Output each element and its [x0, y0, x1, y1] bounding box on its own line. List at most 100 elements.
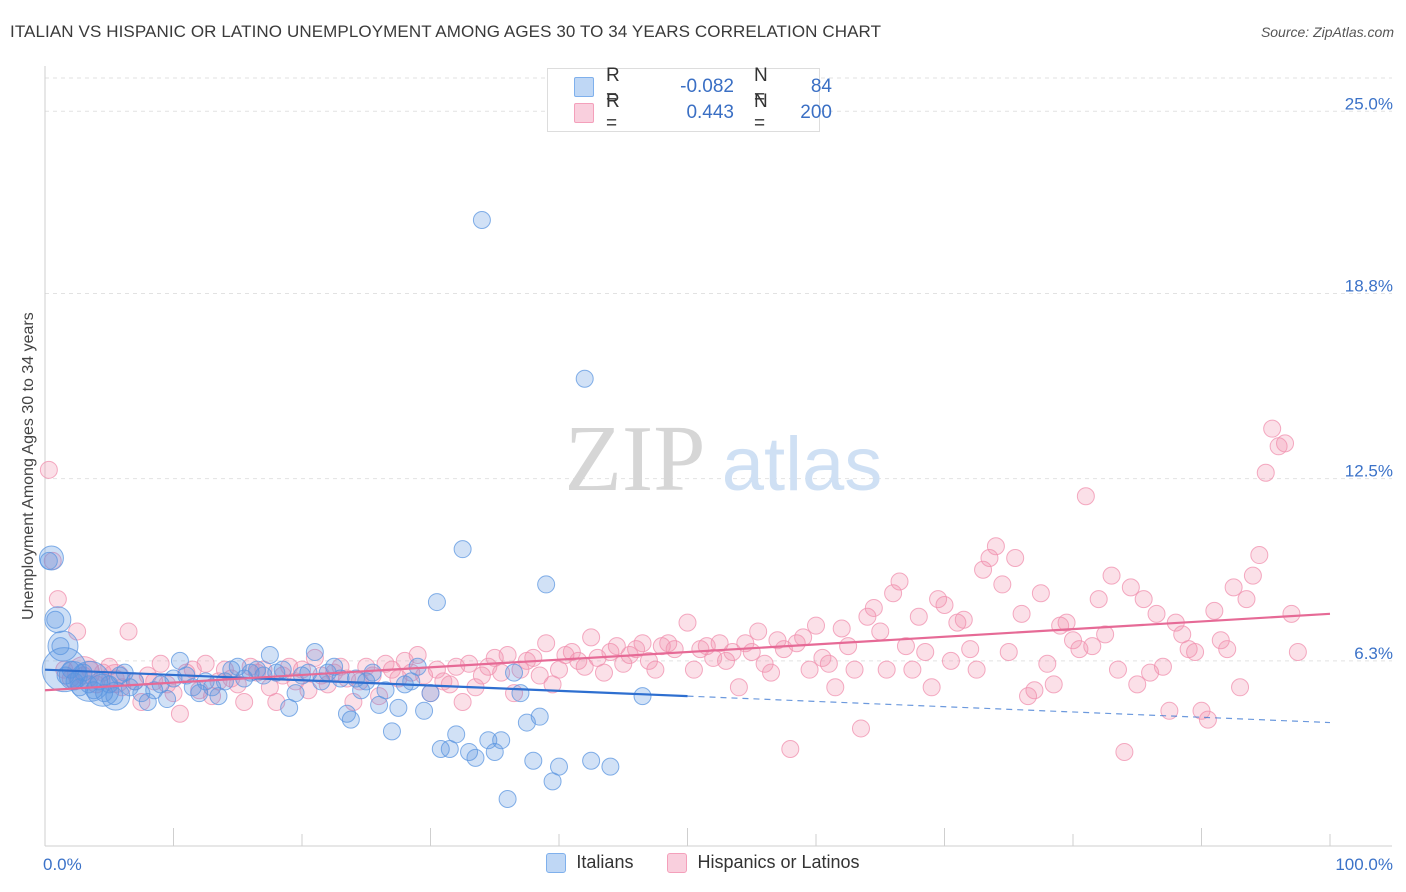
hispanic-point — [922, 678, 941, 697]
hispanic-point — [974, 560, 993, 579]
axes — [44, 66, 1392, 847]
italian-point — [325, 657, 344, 676]
italian-point — [421, 684, 440, 703]
italian-point — [341, 710, 360, 729]
italian-point — [46, 610, 65, 629]
hispanic-point — [819, 654, 838, 673]
r-label: R = — [606, 91, 620, 134]
legend-swatch-hispanics — [667, 852, 688, 873]
hispanic-point — [851, 719, 870, 738]
hispanic-point — [235, 692, 254, 711]
hispanic-point — [1186, 643, 1205, 662]
hispanic-point — [1211, 631, 1230, 650]
hispanic-point — [1198, 710, 1217, 729]
r-value-italians: -0.082 — [680, 76, 734, 97]
hispanic-point — [858, 607, 877, 626]
italian-point — [305, 643, 324, 662]
hispanic-point — [498, 645, 517, 664]
hispanic-point — [1096, 625, 1115, 644]
hispanic-point — [607, 637, 626, 656]
hispanic-point — [427, 660, 446, 679]
italian-point — [453, 540, 472, 559]
hispanic-point — [48, 590, 67, 609]
hispanic-point — [903, 660, 922, 679]
hispanic-point — [594, 663, 613, 682]
hispanic-point — [39, 460, 58, 479]
hispanic-point — [768, 631, 787, 650]
hispanic-point — [1288, 643, 1307, 662]
legend-swatch-italians — [546, 852, 567, 873]
hispanic-point — [864, 598, 883, 617]
n-value-hispanics: 200 — [800, 102, 832, 123]
gridlines — [45, 77, 1392, 662]
italian-point — [389, 698, 408, 717]
italian-point — [260, 645, 279, 664]
italian-point — [58, 661, 88, 691]
x-tick-label: 100.0% — [1335, 855, 1393, 874]
italian-point — [382, 722, 401, 741]
hispanic-point — [1237, 590, 1256, 609]
italian-point — [582, 751, 601, 770]
y-tick-label: 6.3% — [1354, 644, 1393, 663]
italian-point — [485, 742, 504, 761]
legend-item-hispanics[interactable]: Hispanics or Latinos — [667, 852, 860, 873]
hispanic-point — [845, 660, 864, 679]
hispanic-point — [1102, 566, 1121, 585]
hispanic-point — [1038, 654, 1057, 673]
hispanic-point — [1128, 675, 1147, 694]
hispanic-point — [781, 740, 800, 759]
hispanic-point — [196, 654, 215, 673]
hispanic-point — [1076, 487, 1095, 506]
n-value-italians: 84 — [810, 76, 832, 97]
source-credit: Source: ZipAtlas.com — [1260, 24, 1394, 40]
hispanic-point — [1044, 675, 1063, 694]
italian-point — [492, 731, 511, 750]
italian-point — [44, 606, 72, 634]
italian-point — [47, 630, 79, 662]
hispanic-point — [472, 666, 491, 685]
hispanic-point — [755, 654, 774, 673]
hispanic-point — [916, 643, 935, 662]
hispanic-point — [826, 678, 845, 697]
hispanic-point — [684, 660, 703, 679]
stats-swatch-hispanics — [574, 103, 594, 123]
trendlines — [44, 612, 1331, 724]
italian-point — [537, 575, 556, 594]
italian-point — [447, 725, 466, 744]
italian-point — [357, 672, 376, 691]
italian-point — [415, 701, 434, 720]
legend-label-hispanics: Hispanics or Latinos — [697, 852, 860, 872]
hispanic-point — [1153, 657, 1172, 676]
hispanic-point — [967, 660, 986, 679]
hispanic-point — [800, 660, 819, 679]
stats-swatch-italians — [574, 77, 594, 97]
legend-item-italians[interactable]: Italians — [546, 852, 633, 873]
hispanic-point — [980, 548, 999, 567]
hispanic-point — [1218, 640, 1237, 659]
hispanic-point — [1160, 701, 1179, 720]
hispanic-point — [742, 643, 761, 662]
y-tick-label: 12.5% — [1345, 462, 1393, 481]
hispanic-point — [1031, 584, 1050, 603]
hispanic-point — [871, 622, 890, 641]
hispanic-point — [1256, 463, 1275, 482]
hispanic-point — [530, 666, 549, 685]
hispanic-point — [1263, 419, 1282, 438]
r-value-hispanics: 0.443 — [686, 102, 734, 123]
italian-point — [530, 707, 549, 726]
italian-point — [472, 211, 491, 230]
italian-point — [550, 757, 568, 776]
hispanic-point — [935, 596, 954, 615]
italian-point — [51, 637, 70, 656]
italian-point — [601, 757, 620, 776]
hispanic-point — [877, 660, 896, 679]
trendline-hispanics — [44, 612, 1331, 692]
hispanic-point — [749, 622, 768, 641]
series-hispanics — [39, 419, 1307, 761]
hispanic-point — [1121, 578, 1140, 597]
italian-point — [138, 692, 157, 711]
hispanic-point — [665, 640, 684, 659]
hispanic-point — [170, 704, 189, 723]
hispanic-point — [537, 634, 556, 653]
